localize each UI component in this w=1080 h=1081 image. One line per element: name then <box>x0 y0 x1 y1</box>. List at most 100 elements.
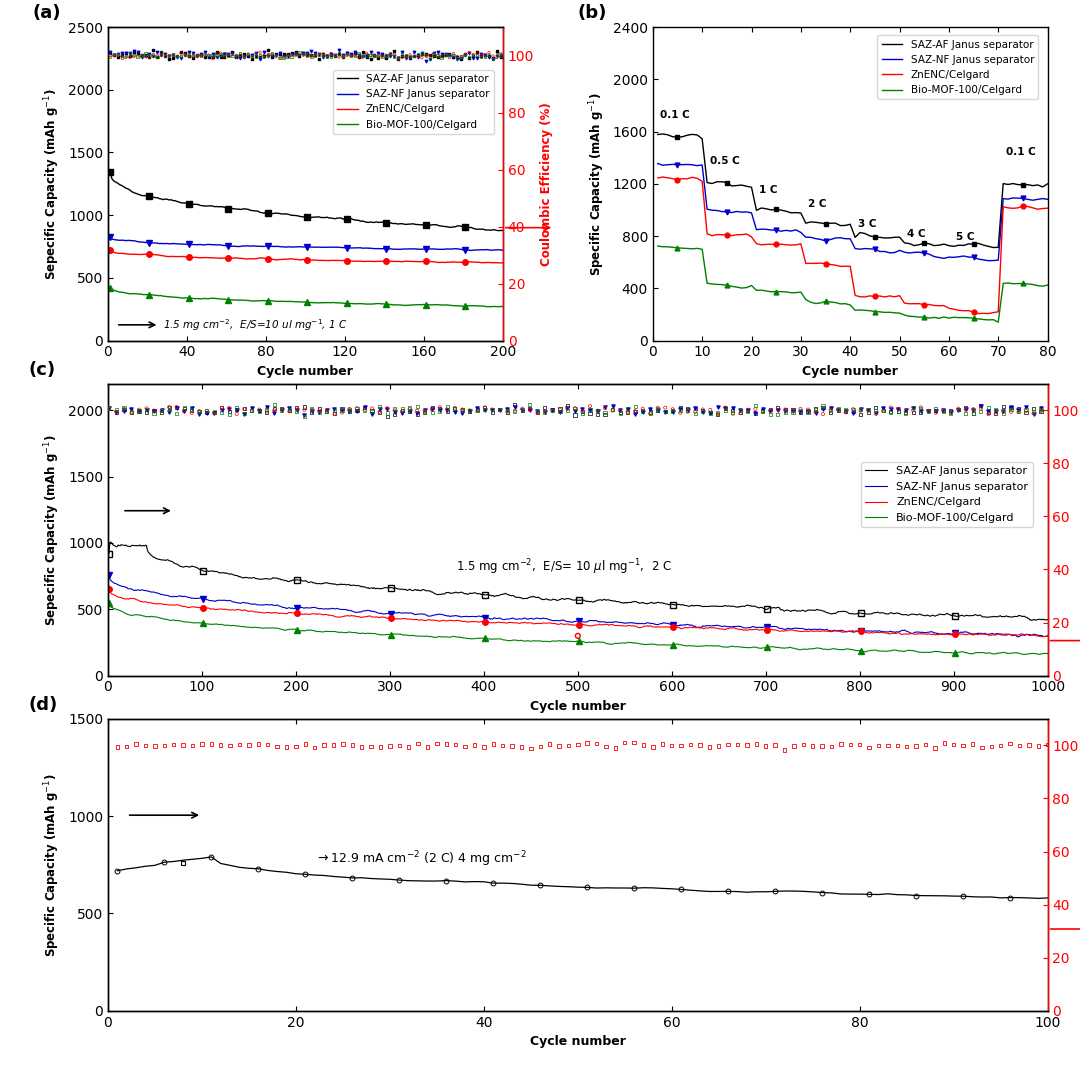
Point <box>551 403 568 421</box>
Point <box>326 404 343 422</box>
Point <box>275 49 293 66</box>
Text: (c): (c) <box>28 361 55 379</box>
Point <box>140 46 158 64</box>
Point <box>243 46 260 64</box>
Point <box>240 736 258 753</box>
Point <box>882 400 900 417</box>
Point <box>769 399 786 416</box>
Point <box>457 737 474 755</box>
Point <box>357 46 375 64</box>
SAZ-NF Janus separator <box>1001 192 1014 205</box>
Point <box>338 44 355 62</box>
Point <box>251 403 268 421</box>
Point <box>649 401 666 418</box>
Point <box>437 45 455 63</box>
Point <box>161 399 178 416</box>
Point <box>829 400 847 417</box>
Point <box>739 403 756 421</box>
Point <box>414 44 431 62</box>
Point <box>341 403 359 421</box>
Point <box>417 53 434 70</box>
Point <box>164 45 181 63</box>
Point <box>386 45 403 63</box>
Point <box>481 44 498 62</box>
Bio-MOF-100/Celgard <box>103 596 116 609</box>
Point <box>231 50 248 67</box>
Point <box>235 405 253 423</box>
Point <box>381 48 399 65</box>
Point <box>573 404 591 422</box>
Point <box>814 399 832 416</box>
Point <box>401 402 418 419</box>
Point <box>875 402 892 419</box>
Point <box>499 403 516 421</box>
Point <box>220 400 238 417</box>
Point <box>346 48 363 65</box>
Point <box>264 44 281 62</box>
Point <box>323 45 340 63</box>
Point <box>117 44 134 62</box>
Point <box>287 44 305 62</box>
Point <box>303 402 321 419</box>
Point <box>579 734 596 751</box>
SAZ-NF Janus separator <box>883 246 896 259</box>
Point <box>551 403 568 421</box>
Point <box>354 49 372 66</box>
Point <box>204 50 221 67</box>
Point <box>573 402 591 419</box>
Point <box>822 399 839 416</box>
Point <box>973 738 990 756</box>
Point <box>860 401 877 418</box>
Point <box>295 44 312 62</box>
Point <box>319 46 336 64</box>
Point <box>258 403 275 421</box>
Point <box>342 46 360 64</box>
Point <box>252 48 269 65</box>
Point <box>307 44 324 62</box>
Point <box>851 736 868 753</box>
Point <box>522 400 539 417</box>
Point <box>484 51 501 68</box>
Point <box>137 48 154 65</box>
Point <box>537 403 554 421</box>
Point <box>271 49 288 66</box>
Point <box>235 49 253 66</box>
Point <box>161 399 178 416</box>
Point <box>987 404 1004 422</box>
Point <box>433 49 450 66</box>
Point <box>100 400 118 417</box>
Bio-MOF-100/Celgard <box>1018 648 1031 660</box>
Point <box>488 46 505 64</box>
Point <box>537 403 554 421</box>
Point <box>589 402 606 419</box>
Point <box>464 49 482 66</box>
Point <box>341 400 359 417</box>
SAZ-AF Janus separator <box>492 224 505 237</box>
SAZ-AF Janus separator <box>657 128 670 141</box>
Point <box>626 398 644 415</box>
Line: ZnENC/Celgard: ZnENC/Celgard <box>658 177 1048 313</box>
Point <box>100 400 118 417</box>
Point <box>287 45 305 63</box>
Point <box>725 405 742 423</box>
Point <box>507 403 524 421</box>
Point <box>378 400 395 417</box>
Point <box>852 402 869 419</box>
Bio-MOF-100/Celgard <box>482 632 495 645</box>
Point <box>386 48 403 65</box>
Point <box>804 737 821 755</box>
Point <box>252 48 269 65</box>
Point <box>464 45 482 63</box>
Point <box>356 399 374 416</box>
Point <box>453 51 470 68</box>
Point <box>710 403 727 421</box>
Point <box>325 736 342 753</box>
Point <box>537 399 554 416</box>
Point <box>212 44 229 62</box>
Point <box>905 399 922 416</box>
SAZ-AF Janus separator <box>208 200 221 213</box>
Point <box>619 403 636 421</box>
Point <box>687 399 704 416</box>
Point <box>635 736 652 753</box>
Point <box>346 43 363 61</box>
